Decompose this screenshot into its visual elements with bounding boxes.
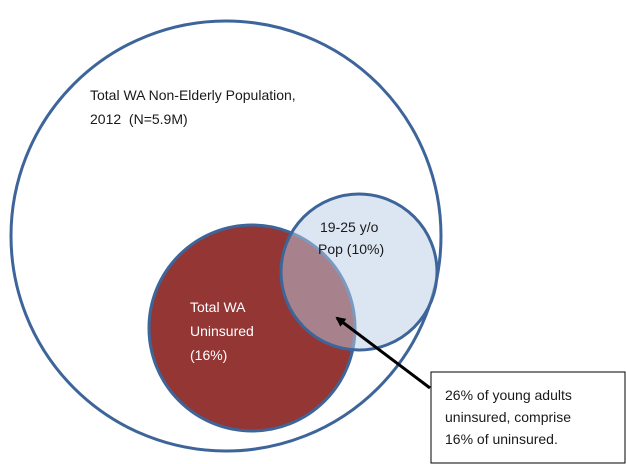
outer-label: 2012 (N=5.9M) (90, 111, 188, 127)
callout-text: 26% of young adults (445, 387, 572, 403)
uninsured-label: Uninsured (190, 323, 254, 339)
young-adults-label: Pop (10%) (318, 241, 384, 257)
outer-label: Total WA Non-Elderly Population, (90, 87, 296, 103)
callout-box (430, 371, 626, 464)
callout-text: uninsured, comprise (445, 409, 571, 425)
young-adults-label: 19-25 y/o (320, 219, 379, 235)
callout-text: 16% of uninsured. (445, 431, 558, 447)
young-adults-circle (279, 192, 439, 352)
uninsured-label: Total WA (190, 299, 246, 315)
uninsured-label: (16%) (190, 347, 227, 363)
callout-arrow (335, 316, 431, 390)
